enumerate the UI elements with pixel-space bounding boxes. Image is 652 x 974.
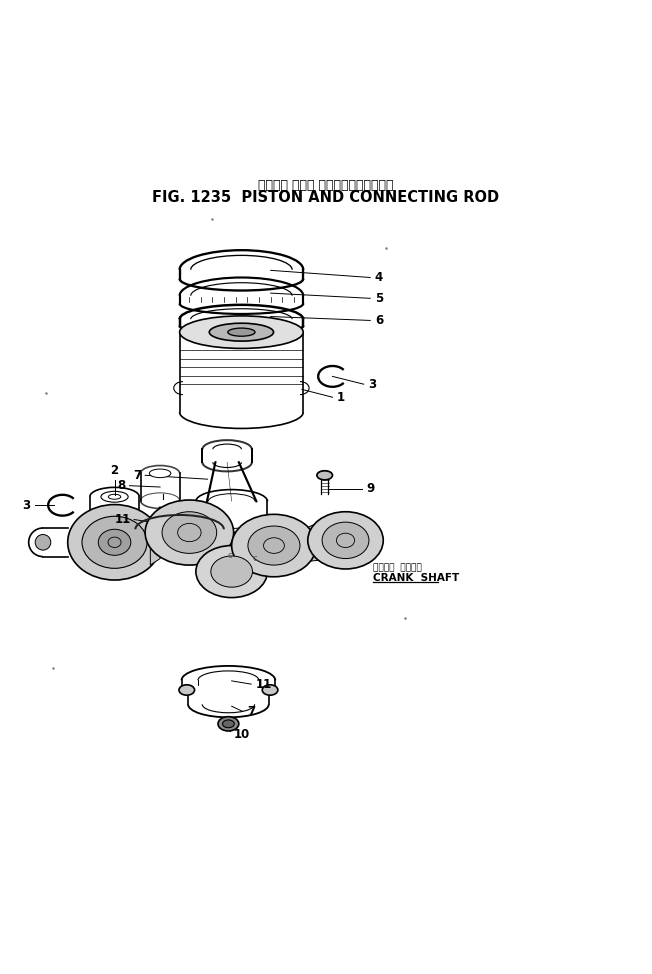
- Text: 9: 9: [366, 482, 375, 496]
- Text: 11: 11: [256, 678, 272, 691]
- Text: 1: 1: [337, 391, 345, 403]
- Text: 5: 5: [375, 292, 383, 305]
- Text: FIG. 1235  PISTON AND CONNECTING ROD: FIG. 1235 PISTON AND CONNECTING ROD: [153, 190, 499, 205]
- Ellipse shape: [308, 511, 383, 569]
- Ellipse shape: [209, 323, 274, 341]
- Ellipse shape: [222, 720, 234, 728]
- Ellipse shape: [196, 545, 267, 598]
- Text: クランク  シャフト: クランク シャフト: [373, 564, 422, 573]
- Text: 10: 10: [233, 728, 250, 741]
- Text: 4: 4: [375, 271, 383, 284]
- Text: 7: 7: [247, 705, 256, 718]
- Ellipse shape: [211, 556, 252, 587]
- Text: 7: 7: [133, 468, 141, 482]
- Ellipse shape: [98, 529, 131, 555]
- Polygon shape: [151, 506, 160, 565]
- Ellipse shape: [35, 535, 51, 550]
- Text: CRANK  SHAFT: CRANK SHAFT: [373, 573, 459, 583]
- Ellipse shape: [145, 500, 233, 565]
- Text: 3: 3: [23, 499, 31, 511]
- Text: c: c: [252, 554, 257, 563]
- Text: 8: 8: [117, 479, 126, 492]
- Ellipse shape: [228, 328, 255, 336]
- Ellipse shape: [179, 316, 303, 349]
- Ellipse shape: [162, 511, 216, 553]
- Polygon shape: [303, 521, 323, 562]
- Ellipse shape: [248, 526, 300, 565]
- Ellipse shape: [179, 685, 194, 695]
- Ellipse shape: [262, 685, 278, 695]
- Ellipse shape: [322, 522, 369, 558]
- Ellipse shape: [82, 516, 147, 568]
- Text: 6: 6: [375, 314, 383, 327]
- Ellipse shape: [231, 514, 316, 577]
- Text: 3: 3: [368, 378, 376, 391]
- Text: ピストン および コネクティングロッド: ピストン および コネクティングロッド: [258, 179, 394, 192]
- Polygon shape: [248, 526, 251, 588]
- Polygon shape: [212, 519, 222, 588]
- Ellipse shape: [218, 717, 239, 730]
- Ellipse shape: [317, 470, 333, 480]
- Text: 11: 11: [115, 513, 131, 526]
- Ellipse shape: [68, 505, 162, 581]
- Text: c: c: [228, 551, 232, 560]
- Text: 2: 2: [110, 465, 119, 477]
- Ellipse shape: [149, 469, 171, 477]
